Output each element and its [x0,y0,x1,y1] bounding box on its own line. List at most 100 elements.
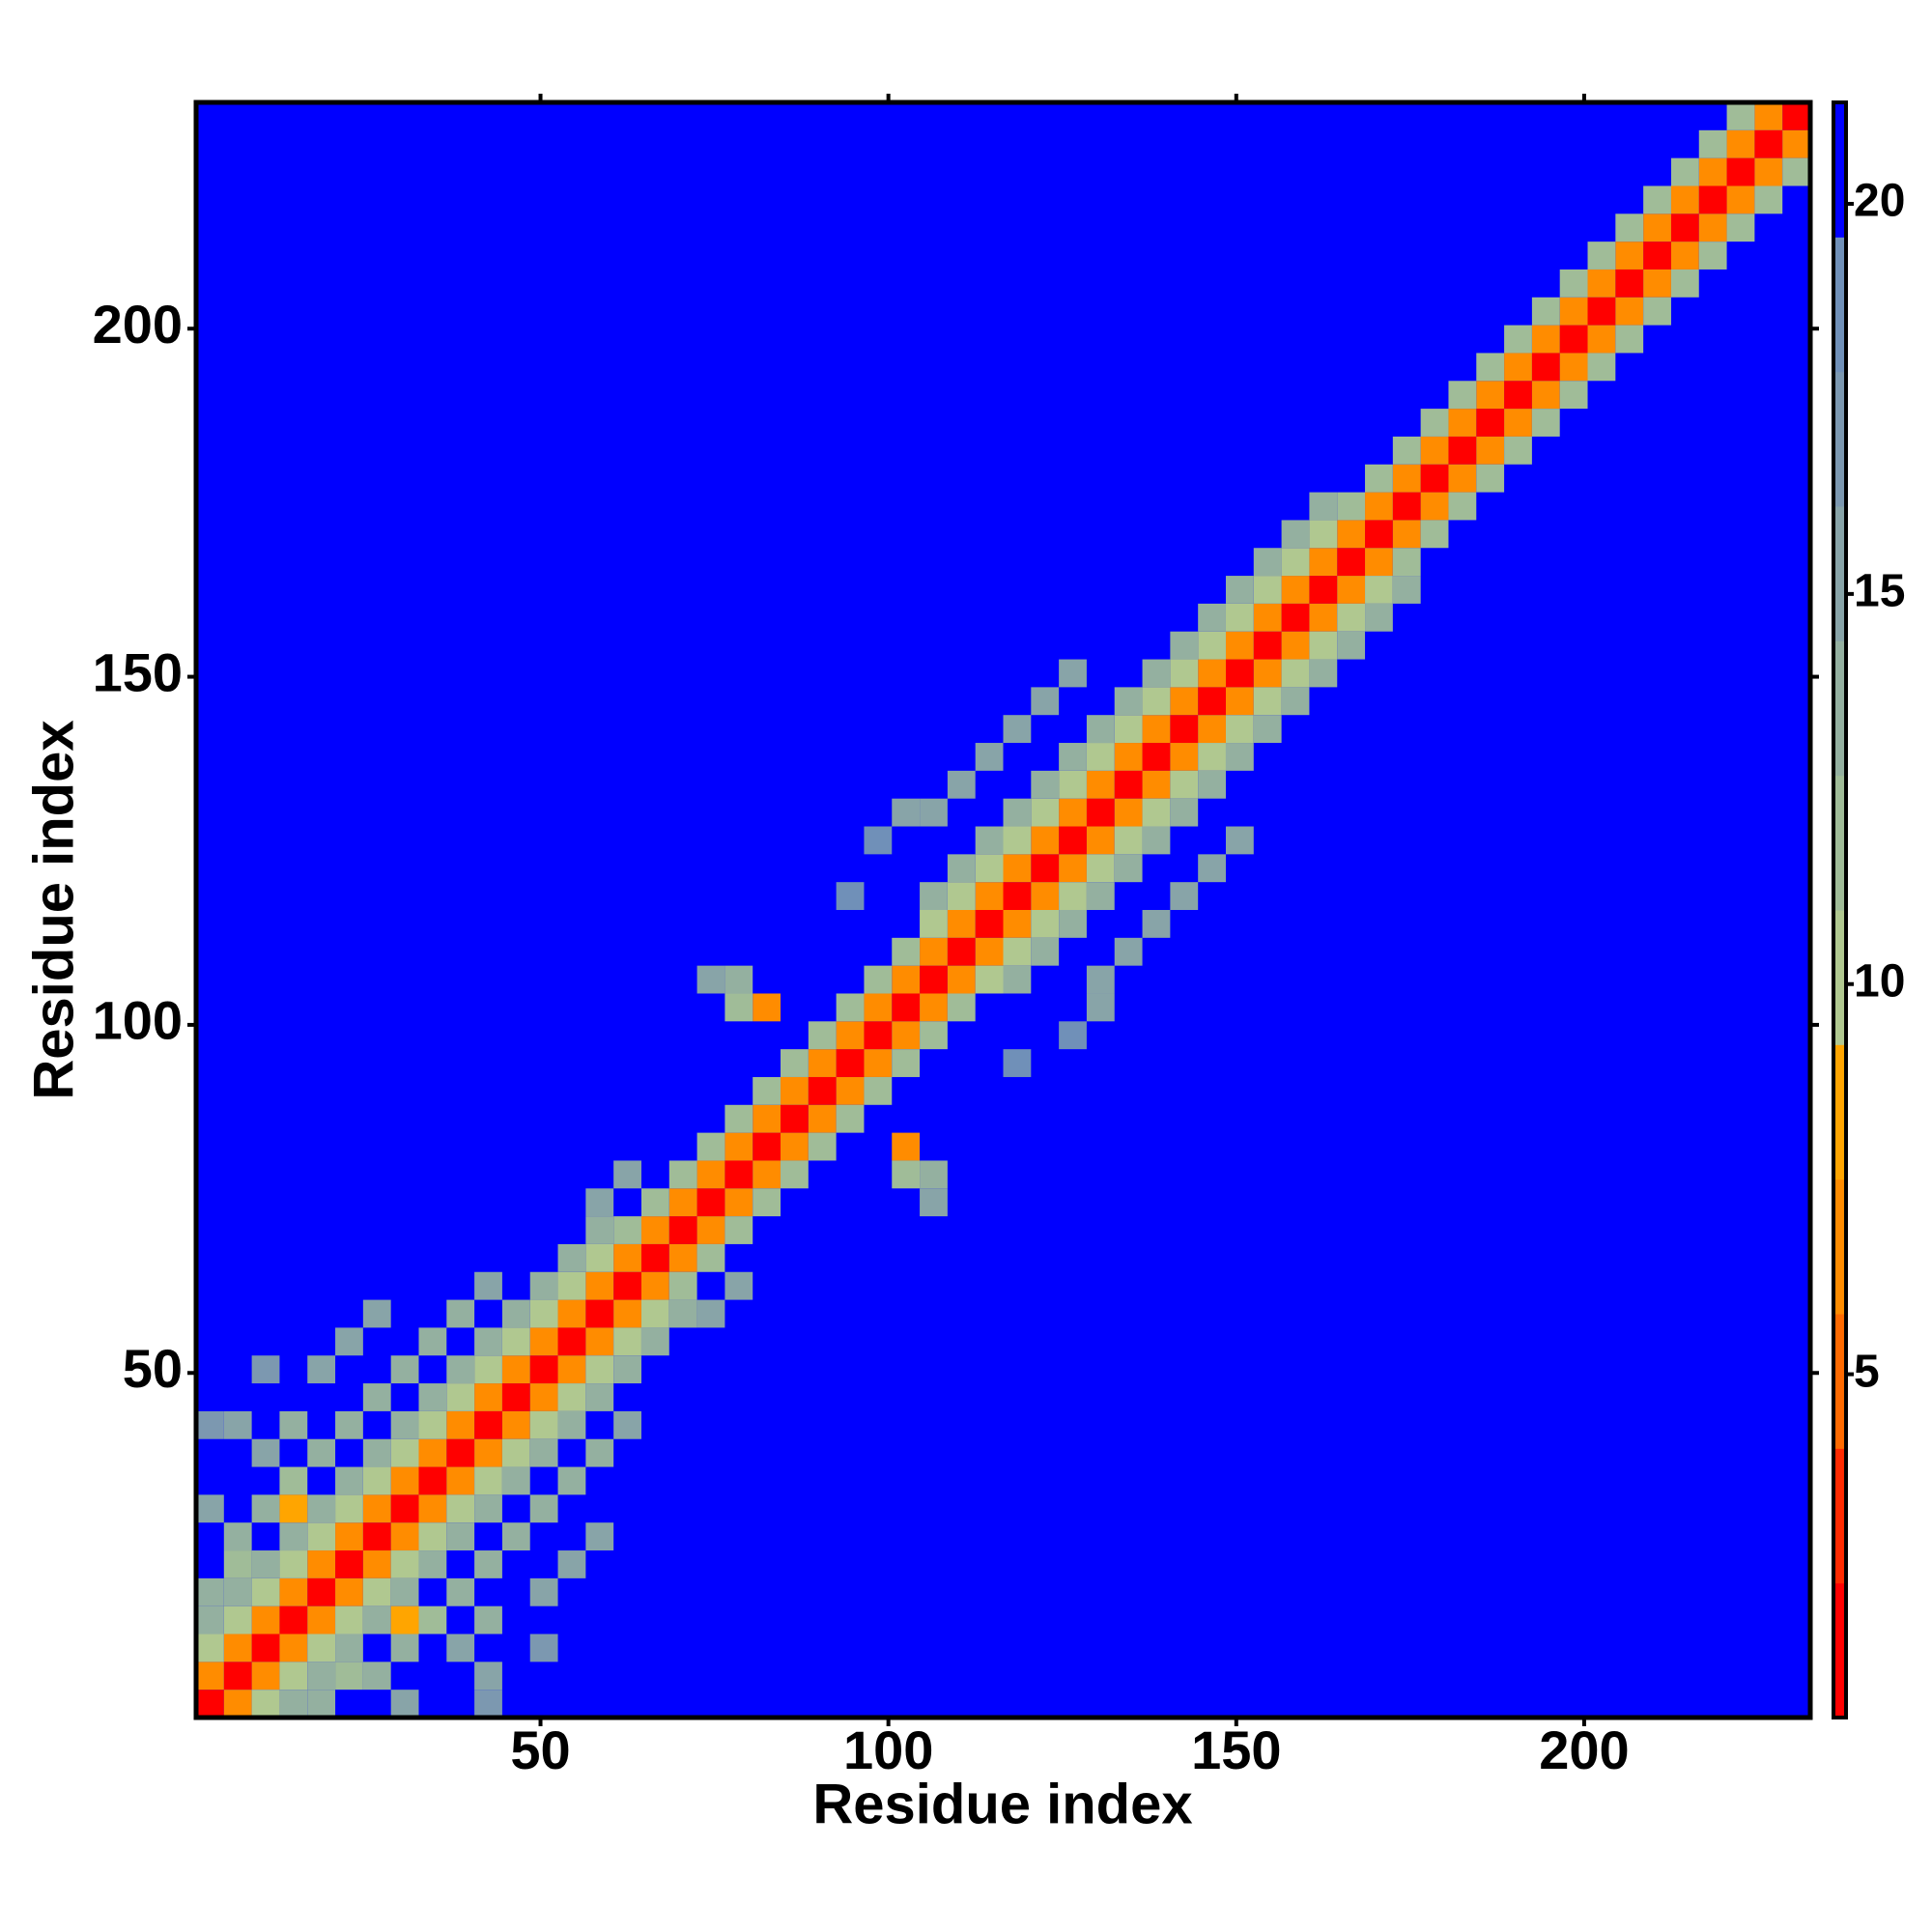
heatmap-cell [920,965,948,994]
heatmap-cell [1531,325,1560,354]
heatmap-cell [335,1466,363,1495]
heatmap-cell [753,1160,781,1189]
heatmap-cell [975,882,1004,910]
heatmap-cell [1476,381,1505,410]
heatmap-cell [1031,687,1060,716]
heatmap-cell [1337,603,1366,632]
heatmap-cell [1031,798,1060,827]
colorbar-segment [1833,506,1846,641]
heatmap-cell [418,1383,447,1411]
heatmap-cell [613,1355,641,1384]
heatmap-cell [1365,520,1393,549]
x-tick-label: 200 [1539,1719,1629,1780]
heatmap-cell [1142,715,1171,744]
heatmap-cell [529,1355,558,1384]
heatmap-cell [668,1243,697,1272]
heatmap-cell [223,1550,252,1578]
heatmap-cell [1309,576,1338,604]
heatmap-cell [390,1634,419,1662]
heatmap-cell [1643,185,1671,214]
heatmap-cell [223,1522,252,1551]
heatmap-cell [529,1271,558,1300]
heatmap-cell [1198,603,1226,632]
heatmap-cell [1225,631,1254,660]
heatmap-cell [1114,854,1143,883]
heatmap-cell [836,1049,865,1077]
heatmap-cell [1003,1049,1032,1077]
heatmap-cell [1643,297,1671,326]
heatmap-cell [864,965,893,994]
heatmap-cell [390,1550,419,1578]
heatmap-cell [557,1327,586,1356]
heatmap-cell [585,1383,614,1411]
heatmap-cell [1059,854,1087,883]
heatmap-cell [1253,715,1282,744]
heatmap-cell [1615,325,1644,354]
heatmap-cell [196,1410,224,1439]
heatmap-cell [753,1188,781,1217]
heatmap-cell [251,1605,280,1634]
heatmap-cell [1365,464,1393,493]
heatmap-cell [1531,353,1560,382]
heatmap-cell [1615,242,1644,270]
heatmap-cell [362,1438,391,1467]
colorbar-tick-label: 15 [1854,566,1905,617]
heatmap-cell [753,1104,781,1133]
heatmap-cell [836,1104,865,1133]
heatmap-cell [501,1383,530,1411]
heatmap-cell [1253,576,1282,604]
heatmap-cell [1170,798,1199,827]
heatmap-cell [975,910,1004,938]
heatmap-cell [1281,631,1310,660]
heatmap-cell [920,1021,948,1050]
heatmap-cell [613,1271,641,1300]
heatmap-cell [529,1438,558,1467]
heatmap-cell [501,1522,530,1551]
heatmap-cell [1253,548,1282,577]
heatmap-cell [1587,353,1616,382]
heatmap-cell [696,965,725,994]
heatmap-cell [724,1271,753,1300]
heatmap-cell [1031,770,1060,799]
heatmap-cell [1003,965,1032,994]
heatmap-cell [446,1577,475,1606]
heatmap-cell [251,1494,280,1523]
heatmap-cell [529,1577,558,1606]
plot-frame [193,99,1813,1720]
heatmap-cell [1225,603,1254,632]
heatmap-cell [640,1188,669,1217]
heatmap-cell [390,1494,419,1523]
heatmap-cell [668,1188,697,1217]
heatmap-cell [501,1327,530,1356]
heatmap-cell [1726,102,1755,130]
heatmap-cell [1198,659,1226,688]
heatmap-cell [1086,715,1115,744]
heatmap-cell [335,1410,363,1439]
heatmap-cell [1337,576,1366,604]
heatmap-cell [724,1188,753,1217]
y-tick-label: 150 [93,641,183,702]
heatmap-cell [1281,576,1310,604]
heatmap-cell [1476,464,1505,493]
heatmap-cell [1253,659,1282,688]
heatmap-cell [1448,492,1477,521]
heatmap-cell [947,854,976,883]
heatmap-cell [1031,937,1060,966]
heatmap-cell [1365,492,1393,521]
y-axis-title: Residue index [22,720,85,1099]
heatmap-cell [1587,269,1616,298]
heatmap-cell [724,1104,753,1133]
heatmap-cell [1309,631,1338,660]
heatmap-cell [920,993,948,1022]
colorbar-segment [1833,1582,1846,1719]
heatmap-cell [307,1438,336,1467]
colorbar-segment [1833,640,1846,777]
heatmap-cell [1003,910,1032,938]
heatmap-cell [1643,213,1671,242]
heatmap-cell [362,1662,391,1690]
heatmap-cell [529,1410,558,1439]
heatmap-cell [390,1355,419,1384]
heatmap-cell [474,1327,502,1356]
heatmap-cell [1225,826,1254,855]
heatmap-cell [196,1494,224,1523]
